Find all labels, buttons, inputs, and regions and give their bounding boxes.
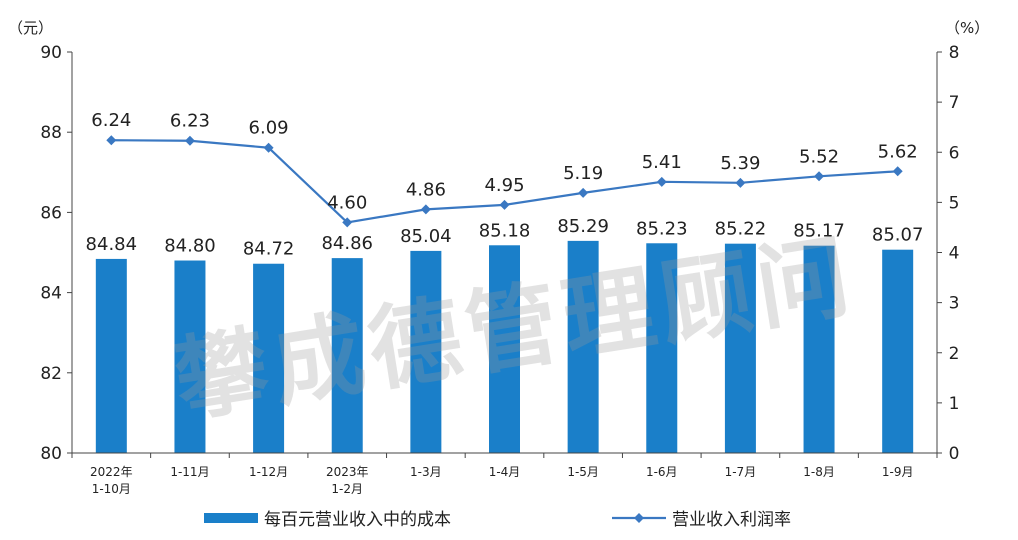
bar-value-label: 84.80 [164,236,216,257]
bar [567,240,599,453]
bar [882,249,914,453]
x-tick-label: 1-4月 [489,465,521,479]
axes: 80 82 84 86 88 90 0 1 2 3 4 5 6 7 8 （元） （%） 2022年 1-10月 1-1… [8,19,989,496]
left-tick-label: 82 [40,364,62,384]
line-point [578,187,589,198]
x-tick-label: 1-10月 [92,482,131,496]
bar [174,260,206,453]
legend-line-marker [634,513,644,523]
line-point [106,135,117,146]
line-series [106,135,903,228]
bar-value-label: 84.86 [321,233,373,254]
bar-value-label: 84.72 [243,239,295,260]
bar-series [95,240,914,453]
left-tick-label: 88 [40,123,62,143]
x-tick-label: 1-7月 [725,465,757,479]
x-tick-label: 1-11月 [170,465,209,479]
right-tick-label: 3 [949,294,960,314]
line-point [184,135,195,146]
x-tick-label: 1-5月 [567,465,599,479]
line-point [735,177,746,188]
bar-value-label: 85.04 [400,226,452,247]
x-tick-label: 1-8月 [803,465,835,479]
bar-value-label: 85.07 [872,225,924,246]
x-tick-label: 1-12月 [249,465,288,479]
line-value-label: 6.09 [249,118,289,139]
right-tick-label: 0 [949,444,960,464]
left-tick-label: 80 [40,444,62,464]
bar [95,258,127,453]
right-tick-label: 6 [949,143,960,163]
bar [803,245,835,453]
bar [724,243,756,453]
line-point [814,171,825,182]
right-tick-label: 7 [949,93,960,113]
bar-value-label: 85.23 [636,218,688,239]
left-axis-unit: （元） [8,19,53,37]
line-point [342,217,353,228]
left-tick-label: 84 [40,284,62,304]
right-tick-label: 2 [949,344,960,364]
bar-value-label: 85.29 [557,216,609,237]
x-tick-label: 1-6月 [646,465,678,479]
line-value-label: 6.23 [170,111,210,132]
x-tick-label: 1-2月 [331,482,363,496]
bar-value-label: 85.17 [793,221,845,242]
bar [410,250,442,453]
legend-bar-label: 每百元营业收入中的成本 [264,510,451,530]
line-point [263,142,274,153]
line-point [499,199,510,210]
line-point [420,204,431,215]
bar [331,258,363,453]
left-tick-label: 86 [40,203,62,223]
right-tick-label: 8 [949,43,960,63]
left-tick-label: 90 [40,43,62,63]
line-value-label: 4.95 [484,175,524,196]
line-point [656,176,667,187]
legend-bar-swatch [204,513,258,523]
x-tick-label: 1-3月 [410,465,442,479]
line-value-label: 5.52 [799,146,839,167]
right-tick-label: 1 [949,394,960,414]
bar-value-label: 85.18 [479,220,531,241]
line-value-label: 6.24 [91,110,131,131]
legend: 每百元营业收入中的成本 营业收入利润率 [204,510,791,530]
line-value-label: 5.19 [563,163,603,184]
bar-value-label: 84.84 [86,234,138,255]
line-value-label: 5.62 [878,141,918,162]
right-tick-label: 5 [949,193,960,213]
data-labels: 84.84 84.80 84.72 84.86 85.04 85.18 85.29 85.23… [86,110,924,260]
bar [489,245,520,453]
bar [646,243,678,453]
x-tick-label: 2023年 [326,465,369,479]
x-tick-label: 2022年 [90,465,133,479]
line-value-label: 4.60 [327,192,367,213]
x-tick-label: 1-9月 [882,465,914,479]
bar [253,263,285,453]
line-value-label: 4.86 [406,179,446,200]
line-value-label: 5.41 [642,152,682,173]
right-tick-label: 4 [949,244,960,264]
right-axis-unit: （%） [945,19,989,37]
line-point [892,166,903,177]
legend-line-label: 营业收入利润率 [672,510,791,530]
bar-value-label: 85.22 [715,219,767,240]
line-value-label: 5.39 [720,153,760,174]
